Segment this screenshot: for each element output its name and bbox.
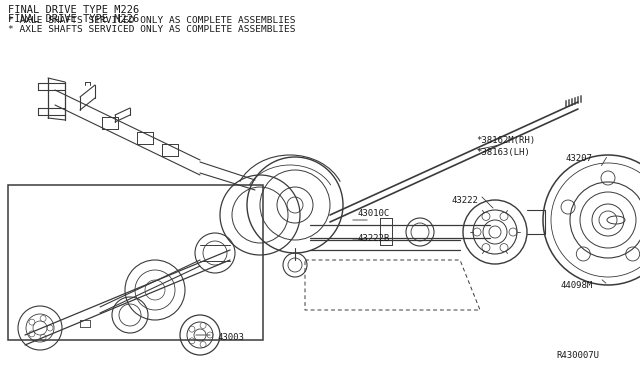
Text: 43003: 43003	[218, 333, 245, 341]
Text: *38163(LH): *38163(LH)	[476, 148, 530, 157]
Text: 43207: 43207	[566, 154, 593, 163]
Text: FINAL DRIVE TYPE M226: FINAL DRIVE TYPE M226	[8, 5, 140, 15]
Text: 43222B: 43222B	[358, 234, 390, 243]
Text: R430007U: R430007U	[556, 350, 599, 359]
Text: 43222: 43222	[452, 196, 479, 205]
Text: 44098M: 44098M	[561, 280, 593, 289]
Text: * AXLE SHAFTS SERVICED ONLY AS COMPLETE ASSEMBLIES: * AXLE SHAFTS SERVICED ONLY AS COMPLETE …	[8, 25, 296, 34]
Text: 43010C: 43010C	[358, 208, 390, 218]
Text: * AXLE SHAFTS SERVICED ONLY AS COMPLETE ASSEMBLIES: * AXLE SHAFTS SERVICED ONLY AS COMPLETE …	[8, 16, 296, 25]
Text: FINAL DRIVE TYPE M226: FINAL DRIVE TYPE M226	[8, 14, 140, 24]
Text: *38162M(RH): *38162M(RH)	[476, 135, 535, 144]
